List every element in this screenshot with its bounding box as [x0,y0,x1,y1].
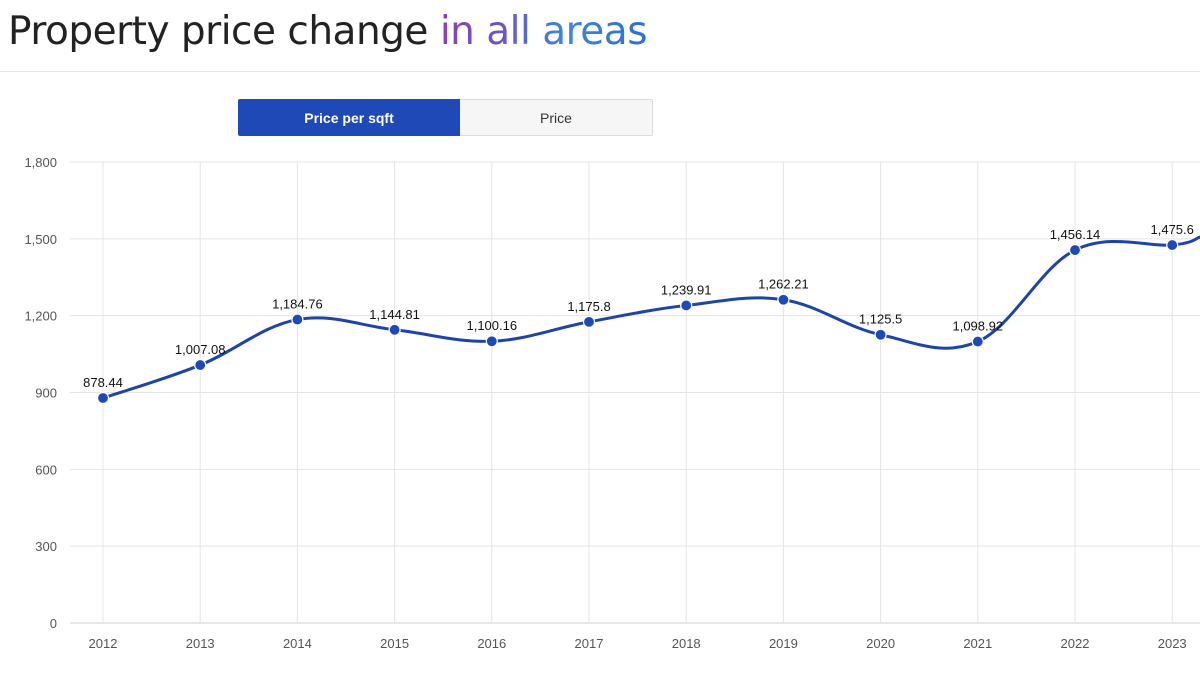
y-tick-label: 600 [35,462,57,477]
series-line [101,235,1200,400]
data-point [194,358,207,372]
y-tick-label: 1,800 [24,155,57,170]
data-point [680,299,693,312]
x-tick-label: 2014 [283,636,312,651]
price-per-sqft-tab[interactable]: Price per sqft [238,99,460,136]
data-point [485,335,498,348]
data-point [388,323,401,336]
x-tick-label: 2022 [1061,636,1090,651]
data-label: 1,125.5 [859,312,902,327]
data-label: 1,475.6 [1151,222,1194,237]
y-tick-label: 300 [35,539,57,554]
price-tab[interactable]: Price [460,99,653,136]
data-point [1166,238,1179,252]
data-point [1068,243,1082,257]
x-tick-label: 2012 [89,636,118,651]
data-point [777,293,790,306]
data-label: 1,239.91 [661,282,712,297]
title-main: Property price change [8,9,440,54]
x-tick-label: 2023 [1158,636,1187,651]
metric-toggle: Price per sqft Price [238,99,653,136]
data-label: 1,175.8 [567,299,610,314]
data-label: 1,100.16 [466,318,517,333]
data-label: 878.44 [83,375,123,390]
y-tick-label: 1,200 [24,309,57,324]
x-tick-label: 2019 [769,636,798,651]
x-tick-label: 2020 [866,636,895,651]
data-label: 1,098.92 [952,319,1003,334]
y-tick-label: 900 [35,386,57,401]
data-label: 1,144.81 [369,307,420,322]
data-point [874,328,887,341]
y-tick-label: 0 [50,616,57,631]
page-header: Property price change in all areas [0,0,1200,72]
data-label: 1,456.14 [1050,227,1101,242]
page-title: Property price change in all areas [8,8,648,56]
data-point [291,313,304,326]
data-label: 1,184.76 [272,297,323,312]
data-point [971,335,984,348]
x-tick-label: 2015 [380,636,409,651]
data-label: 1,007.08 [175,342,226,357]
x-tick-label: 2016 [477,636,506,651]
data-point [582,315,596,328]
title-accent: in all areas [439,9,648,54]
y-tick-label: 1,500 [24,232,57,247]
x-tick-label: 2021 [963,636,992,651]
x-tick-label: 2017 [575,636,604,651]
x-tick-label: 2013 [186,636,215,651]
x-tick-label: 2018 [672,636,701,651]
data-point [96,391,110,405]
data-label: 1,262.21 [758,277,809,292]
